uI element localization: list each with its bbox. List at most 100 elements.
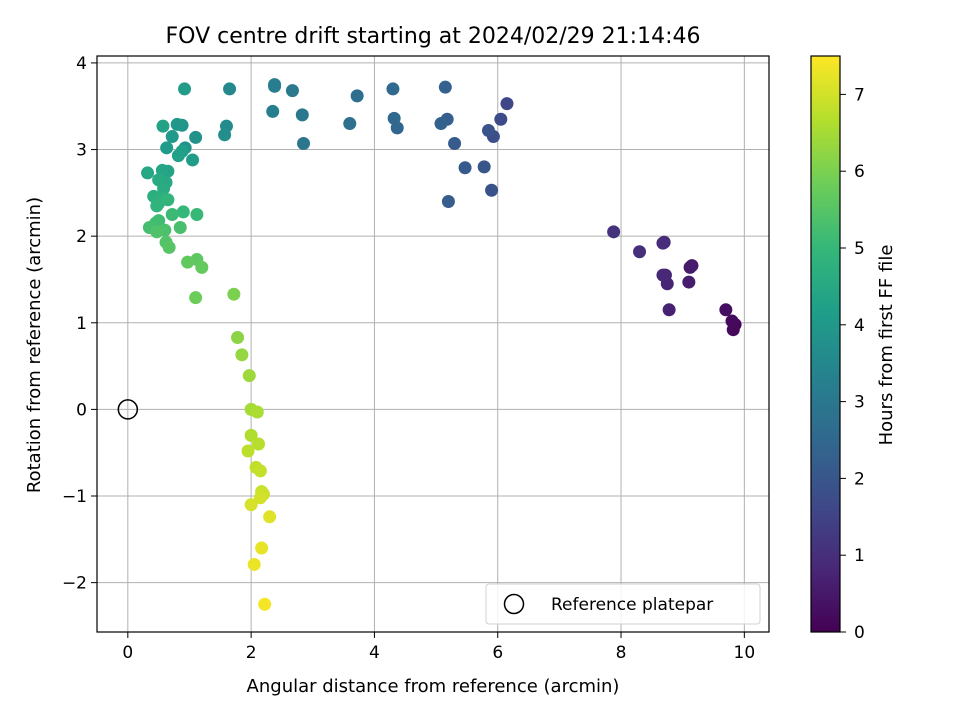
x-tick-label: 4	[369, 643, 380, 663]
data-point	[231, 331, 245, 345]
data-point	[190, 208, 204, 222]
data-point	[295, 108, 309, 122]
data-point	[165, 130, 179, 144]
data-point	[719, 303, 733, 317]
x-tick-label: 6	[492, 643, 503, 663]
data-point	[656, 268, 670, 282]
data-point	[156, 119, 170, 133]
axes-frame	[96, 55, 770, 633]
y-tick-label: 3	[76, 141, 87, 161]
data-point	[242, 369, 256, 383]
data-point	[170, 117, 184, 131]
data-point	[195, 260, 209, 274]
data-point	[494, 112, 508, 126]
colorbar-label: Hours from first FF file	[876, 245, 897, 446]
legend-entry-label: Reference platepar	[551, 595, 713, 615]
data-point	[253, 464, 267, 478]
data-point	[434, 117, 448, 131]
data-point	[441, 195, 455, 209]
data-point	[173, 221, 187, 235]
data-point	[656, 236, 670, 250]
data-point	[189, 291, 203, 305]
data-point	[285, 84, 299, 98]
x-tick-label: 8	[616, 643, 627, 663]
data-point	[268, 79, 282, 93]
legend-box	[485, 583, 761, 625]
data-point	[297, 136, 311, 150]
chart-title: FOV centre drift starting at 2024/02/29 …	[166, 24, 701, 49]
legend-marker	[503, 593, 525, 615]
colorbar-bar	[810, 55, 841, 633]
plot-area: 0 2 4 6 8 10 −2 −1 0 1 2 3 4	[62, 54, 770, 663]
data-point	[223, 82, 237, 96]
colorbar-tick-label: 6	[854, 162, 865, 182]
data-point	[227, 287, 241, 301]
y-tick-label: 0	[76, 400, 87, 420]
data-point	[477, 160, 491, 174]
data-point	[162, 240, 176, 254]
data-point	[343, 117, 357, 131]
data-point	[250, 405, 264, 419]
data-point	[386, 82, 400, 96]
data-point	[181, 255, 195, 269]
data-point	[150, 225, 164, 239]
data-point	[252, 437, 266, 451]
data-point	[266, 104, 280, 118]
data-point	[186, 153, 200, 167]
x-tick-label: 2	[246, 643, 257, 663]
colorbar-tick-label: 0	[854, 623, 865, 643]
data-point	[387, 111, 401, 125]
colorbar-tick-label: 7	[854, 85, 865, 105]
data-point	[150, 199, 164, 213]
y-axis-label: Rotation from reference (arcmin)	[24, 197, 45, 493]
colorbar-tick-label: 3	[854, 393, 865, 413]
data-point	[448, 136, 462, 150]
colorbar: 0 1 2 3 4 5 6 7	[810, 55, 865, 643]
x-tick-label: 10	[734, 643, 756, 663]
data-point	[161, 193, 175, 207]
data-point	[725, 314, 739, 328]
data-point	[244, 428, 258, 442]
x-tick-label: 0	[122, 643, 133, 663]
data-point	[263, 510, 277, 524]
colorbar-tick-label: 4	[854, 316, 865, 336]
colorbar-tick-label: 2	[854, 469, 865, 489]
data-point	[241, 444, 255, 458]
data-point	[244, 498, 258, 512]
x-axis-label: Angular distance from reference (arcmin)	[247, 676, 620, 697]
data-point	[662, 303, 676, 317]
reference-platepar-marker	[117, 399, 139, 420]
data-point	[189, 130, 203, 144]
data-point	[218, 128, 232, 142]
legend: Reference platepar	[485, 583, 761, 625]
data-point	[165, 208, 179, 222]
data-point	[178, 82, 192, 96]
y-tick-label: 4	[76, 54, 87, 74]
data-point	[235, 348, 249, 362]
y-tick-label: 2	[76, 227, 87, 247]
colorbar-tick-label: 5	[854, 239, 865, 259]
data-point	[633, 245, 647, 259]
data-point	[683, 260, 697, 274]
y-tick-label: −1	[62, 487, 87, 507]
data-point	[171, 149, 185, 163]
data-point	[253, 491, 267, 505]
y-tick-label: 1	[76, 314, 87, 334]
data-point	[500, 97, 514, 111]
data-point	[682, 275, 696, 289]
y-tick-label: −2	[62, 574, 87, 594]
colorbar-tick-label: 1	[854, 546, 865, 566]
data-point	[350, 89, 364, 103]
data-point	[607, 225, 621, 239]
data-point	[458, 161, 472, 175]
data-point	[141, 166, 155, 180]
data-point	[247, 557, 261, 571]
data-point	[258, 597, 272, 611]
data-point	[255, 541, 269, 555]
data-point	[160, 141, 174, 155]
data-point	[176, 205, 190, 219]
data-point	[481, 123, 495, 137]
data-point	[438, 80, 452, 94]
data-point	[485, 183, 499, 197]
